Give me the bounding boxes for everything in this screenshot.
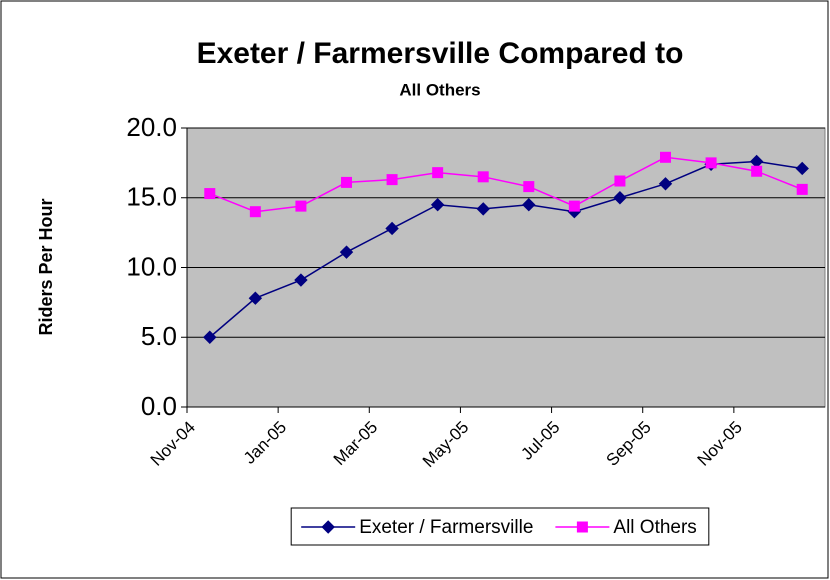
data-point [796, 183, 808, 195]
legend [290, 507, 710, 546]
legend-label: Exeter / Farmersville [359, 517, 533, 538]
data-point [249, 206, 261, 218]
data-point [568, 200, 580, 212]
y-tick-label: 0.0 [141, 391, 177, 421]
data-point [341, 176, 352, 188]
legend-marker [576, 521, 588, 533]
data-point [751, 165, 763, 177]
legend-label: All Others [613, 517, 696, 538]
data-point [660, 151, 671, 163]
data-point [705, 157, 717, 169]
data-point [204, 188, 216, 200]
y-tick-label: 15.0 [126, 182, 177, 212]
data-point [614, 175, 626, 187]
data-point [203, 330, 217, 344]
data-point [522, 198, 536, 212]
y-tick-label: 20.0 [126, 112, 177, 142]
data-point [248, 291, 263, 305]
chart-title: Exeter / Farmersville Compared to [197, 37, 684, 70]
series-line [209, 156, 803, 213]
data-point [477, 171, 489, 183]
data-point [613, 191, 627, 205]
series-line [209, 160, 803, 338]
legend-marker [321, 520, 335, 534]
data-point [294, 273, 308, 287]
data-point [795, 161, 809, 176]
data-point [523, 181, 535, 193]
y-tick-label: 10.0 [126, 251, 177, 281]
data-point [295, 200, 307, 212]
data-point [476, 202, 490, 216]
data-point [432, 167, 444, 179]
data-point [385, 221, 399, 236]
data-point [658, 177, 673, 191]
data-point [339, 245, 354, 259]
y-axis-label: Riders Per Hour [36, 198, 56, 335]
data-point [430, 198, 445, 212]
chart-subtitle: All Others [399, 80, 480, 99]
y-tick-label: 5.0 [141, 321, 177, 351]
data-point [386, 174, 398, 186]
